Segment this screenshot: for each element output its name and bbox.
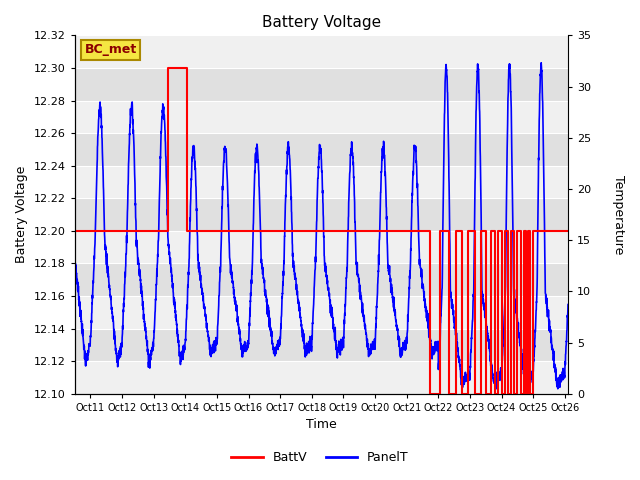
Bar [75, 264, 568, 296]
X-axis label: Time: Time [306, 419, 337, 432]
Bar [75, 100, 568, 133]
Bar [75, 296, 568, 329]
Y-axis label: Temperature: Temperature [612, 175, 625, 254]
Bar [75, 329, 568, 361]
Legend: BattV, PanelT: BattV, PanelT [227, 446, 413, 469]
Y-axis label: Battery Voltage: Battery Voltage [15, 166, 28, 263]
Bar [75, 68, 568, 100]
Title: Battery Voltage: Battery Voltage [262, 15, 381, 30]
Text: BC_met: BC_met [84, 43, 137, 56]
Bar [75, 36, 568, 68]
Bar [75, 133, 568, 166]
Bar [75, 198, 568, 231]
Bar [75, 361, 568, 394]
Bar [75, 231, 568, 264]
Bar [75, 166, 568, 198]
